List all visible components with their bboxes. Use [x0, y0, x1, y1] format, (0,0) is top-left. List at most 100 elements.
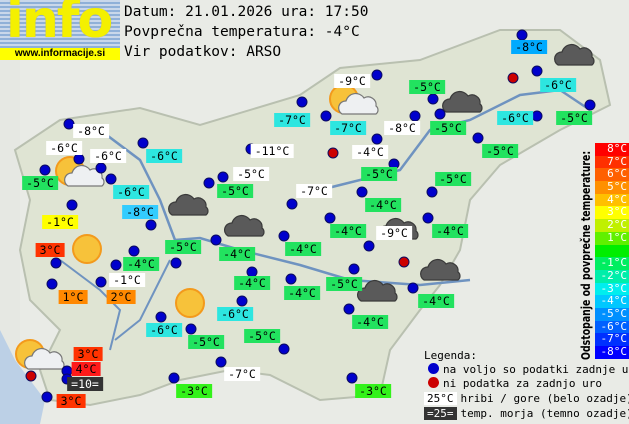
scale-row: -2°C: [595, 269, 629, 283]
station-dot[interactable]: [531, 65, 543, 77]
station-temperature-label: -6°C: [113, 185, 149, 199]
station-dot-missing[interactable]: [327, 147, 339, 159]
station-dot[interactable]: [324, 212, 336, 224]
scale-row: 5°C: [595, 180, 629, 194]
station-dot[interactable]: [185, 323, 197, 335]
station-dot[interactable]: [286, 198, 298, 210]
station-dot[interactable]: [531, 110, 543, 122]
station-dot[interactable]: [422, 212, 434, 224]
station-temperature-label: -4°C: [284, 286, 320, 300]
station-dot[interactable]: [363, 240, 375, 252]
station-temperature-label: -5°C: [482, 144, 518, 158]
station-dot[interactable]: [356, 186, 368, 198]
station-dot[interactable]: [278, 343, 290, 355]
station-temperature-label: -8°C: [122, 205, 158, 219]
station-temperature-label: -6°C: [217, 307, 253, 321]
legend-mountain: 25°C hribi / gore (belo ozadje): [424, 392, 629, 405]
station-dot[interactable]: [320, 110, 332, 122]
data-source: Vir podatkov: ARSO: [124, 44, 282, 60]
station-dot[interactable]: [155, 311, 167, 323]
station-dot[interactable]: [472, 132, 484, 144]
station-dot[interactable]: [145, 219, 157, 231]
station-dot[interactable]: [407, 282, 419, 294]
station-dot[interactable]: [46, 278, 58, 290]
station-temperature-label: -5°C: [22, 176, 58, 190]
station-dot[interactable]: [41, 391, 53, 403]
station-temperature-label: -7°C: [274, 113, 310, 127]
station-temperature-label: -6°C: [497, 111, 533, 125]
legend-mountain-sample: 25°C: [424, 392, 457, 405]
station-dot[interactable]: [210, 234, 222, 246]
station-dot[interactable]: [215, 356, 227, 368]
station-temperature-label: -4°C: [432, 224, 468, 238]
scale-row: 2°C: [595, 218, 629, 232]
scale-row: -8°C: [595, 345, 629, 359]
station-temperature-label: -6°C: [90, 149, 126, 163]
station-dot-missing[interactable]: [507, 72, 519, 84]
station-dot[interactable]: [584, 99, 596, 111]
station-dot[interactable]: [39, 164, 51, 176]
adriatic-sea: [0, 330, 45, 424]
station-dot[interactable]: [128, 245, 140, 257]
legend-missing-text: ni podatka za zadnjo uro: [443, 377, 602, 390]
scale-row: 7°C: [595, 155, 629, 169]
station-temperature-label: -8°C: [384, 121, 420, 135]
station-dot[interactable]: [296, 96, 308, 108]
logo-word: info: [6, 0, 113, 50]
station-dot[interactable]: [137, 137, 149, 149]
station-temperature-label: 4°C: [71, 362, 101, 376]
scale-row: -4°C: [595, 295, 629, 308]
station-dot[interactable]: [346, 372, 358, 384]
station-dot[interactable]: [50, 257, 62, 269]
river-ljubljanica: [114, 259, 171, 341]
site-logo[interactable]: info www.informacije.si: [0, 0, 120, 60]
station-dot[interactable]: [434, 108, 446, 120]
station-temperature-label: -3°C: [355, 384, 391, 398]
station-dot[interactable]: [66, 199, 78, 211]
station-temperature-label: -9°C: [376, 226, 412, 240]
logo-url[interactable]: www.informacije.si: [0, 48, 120, 60]
station-dot[interactable]: [95, 162, 107, 174]
station-temperature-label: 3°C: [56, 394, 86, 408]
station-temperature-label: -5°C: [188, 335, 224, 349]
station-temperature-label: -8°C: [511, 40, 547, 54]
station-dot[interactable]: [285, 273, 297, 285]
station-dot[interactable]: [105, 173, 117, 185]
station-dot[interactable]: [203, 177, 215, 189]
legend-ok-text: na voljo so podatki zadnje ure: [443, 363, 629, 376]
station-dot[interactable]: [371, 69, 383, 81]
station-temperature-label: -4°C: [352, 315, 388, 329]
station-dot[interactable]: [217, 171, 229, 183]
station-temperature-label: -6°C: [540, 78, 576, 92]
station-dot[interactable]: [516, 29, 528, 41]
station-temperature-label: 1°C: [58, 290, 88, 304]
station-dot[interactable]: [95, 276, 107, 288]
legend-sea: =25= temp. morja (temno ozadje): [424, 407, 629, 420]
station-dot[interactable]: [170, 257, 182, 269]
station-dot[interactable]: [371, 133, 383, 145]
station-temperature-label: -4°C: [234, 276, 270, 290]
station-dot-missing[interactable]: [25, 370, 37, 382]
station-temperature-label: -5°C: [435, 172, 471, 186]
station-dot[interactable]: [426, 186, 438, 198]
station-dot[interactable]: [343, 303, 355, 315]
station-temperature-label: =10=: [67, 377, 103, 391]
station-dot[interactable]: [236, 295, 248, 307]
scale-row: -7°C: [595, 333, 629, 346]
station-dot[interactable]: [409, 110, 421, 122]
station-dot[interactable]: [73, 153, 85, 165]
legend-ok: na voljo so podatki zadnje ure: [424, 363, 629, 376]
station-dot[interactable]: [348, 263, 360, 275]
station-dot-missing[interactable]: [398, 256, 410, 268]
deviation-scale: 8°C 7°C 6°C 5°C 4°C 3°C 2°C 1°C -1°C -2°C -3°C -4°C…: [595, 142, 629, 359]
average-temperature: Povprečna temperatura: -4°C: [124, 24, 360, 40]
station-dot[interactable]: [168, 372, 180, 384]
scale-row: -5°C: [595, 307, 629, 321]
station-dot[interactable]: [427, 93, 439, 105]
station-dot[interactable]: [278, 230, 290, 242]
station-temperature-label: -7°C: [224, 367, 260, 381]
station-temperature-label: -5°C: [361, 167, 397, 181]
station-temperature-label: -6°C: [146, 323, 182, 337]
station-dot[interactable]: [110, 259, 122, 271]
station-temperature-label: -5°C: [217, 184, 253, 198]
